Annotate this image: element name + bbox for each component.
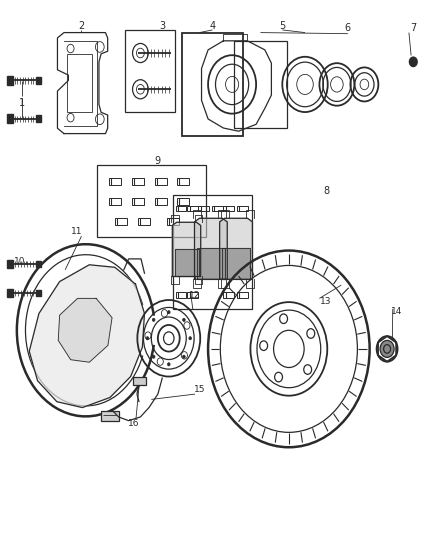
Bar	[167, 218, 179, 225]
Polygon shape	[222, 248, 250, 279]
Circle shape	[410, 57, 417, 67]
Bar	[132, 178, 145, 185]
Circle shape	[167, 363, 170, 366]
Text: 1: 1	[18, 98, 25, 108]
Polygon shape	[36, 77, 41, 84]
Polygon shape	[219, 219, 252, 279]
Text: 16: 16	[128, 419, 140, 428]
Bar	[187, 206, 198, 212]
Circle shape	[152, 355, 155, 358]
Text: 3: 3	[159, 21, 165, 31]
Text: 5: 5	[279, 21, 286, 31]
Text: 6: 6	[345, 23, 351, 34]
Circle shape	[189, 337, 191, 340]
Text: 11: 11	[71, 228, 83, 237]
Text: 14: 14	[392, 307, 403, 316]
Bar	[109, 198, 121, 205]
Circle shape	[380, 341, 394, 358]
Text: 4: 4	[209, 21, 215, 31]
Bar	[101, 411, 119, 421]
Circle shape	[167, 311, 170, 314]
Polygon shape	[29, 265, 145, 408]
Polygon shape	[58, 298, 112, 362]
Bar	[97, 165, 206, 237]
Polygon shape	[7, 289, 13, 297]
Text: 10: 10	[14, 257, 25, 265]
Text: 2: 2	[78, 21, 85, 31]
Bar	[109, 178, 121, 185]
Bar	[234, 41, 287, 128]
Bar	[177, 198, 189, 205]
Polygon shape	[197, 248, 225, 279]
Polygon shape	[7, 260, 13, 268]
Bar	[237, 206, 248, 212]
Circle shape	[152, 318, 155, 321]
Polygon shape	[194, 219, 227, 279]
Text: 13: 13	[320, 296, 332, 305]
Bar	[125, 30, 175, 112]
Bar	[176, 293, 187, 298]
Polygon shape	[172, 222, 201, 277]
Circle shape	[146, 337, 149, 340]
Bar	[67, 54, 92, 112]
Bar	[138, 218, 150, 225]
Polygon shape	[36, 261, 41, 267]
Polygon shape	[7, 114, 13, 124]
Bar	[176, 206, 187, 212]
Bar	[155, 178, 167, 185]
Bar	[198, 206, 209, 212]
Bar	[212, 206, 223, 212]
Text: 12: 12	[189, 291, 201, 300]
Circle shape	[183, 318, 185, 321]
Text: 7: 7	[410, 23, 417, 34]
Bar	[155, 198, 167, 205]
Bar	[177, 178, 189, 185]
Text: 15: 15	[194, 385, 205, 394]
Bar	[223, 206, 234, 212]
Bar	[115, 218, 127, 225]
Polygon shape	[36, 290, 41, 296]
Bar	[182, 33, 243, 136]
Polygon shape	[174, 249, 198, 276]
Bar	[133, 376, 146, 385]
Text: 8: 8	[323, 186, 329, 196]
Bar	[223, 293, 234, 298]
Bar	[132, 198, 145, 205]
Text: 9: 9	[155, 156, 161, 166]
Circle shape	[183, 355, 185, 358]
Bar	[187, 293, 198, 298]
Bar	[237, 293, 248, 298]
Polygon shape	[36, 115, 41, 123]
Bar	[173, 195, 252, 309]
Polygon shape	[7, 76, 13, 85]
